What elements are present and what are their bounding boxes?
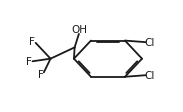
Text: Cl: Cl <box>145 38 155 48</box>
Text: F: F <box>26 57 31 67</box>
Text: Cl: Cl <box>145 71 155 81</box>
Text: F: F <box>29 37 35 47</box>
Text: OH: OH <box>71 25 87 35</box>
Text: F: F <box>38 69 44 79</box>
